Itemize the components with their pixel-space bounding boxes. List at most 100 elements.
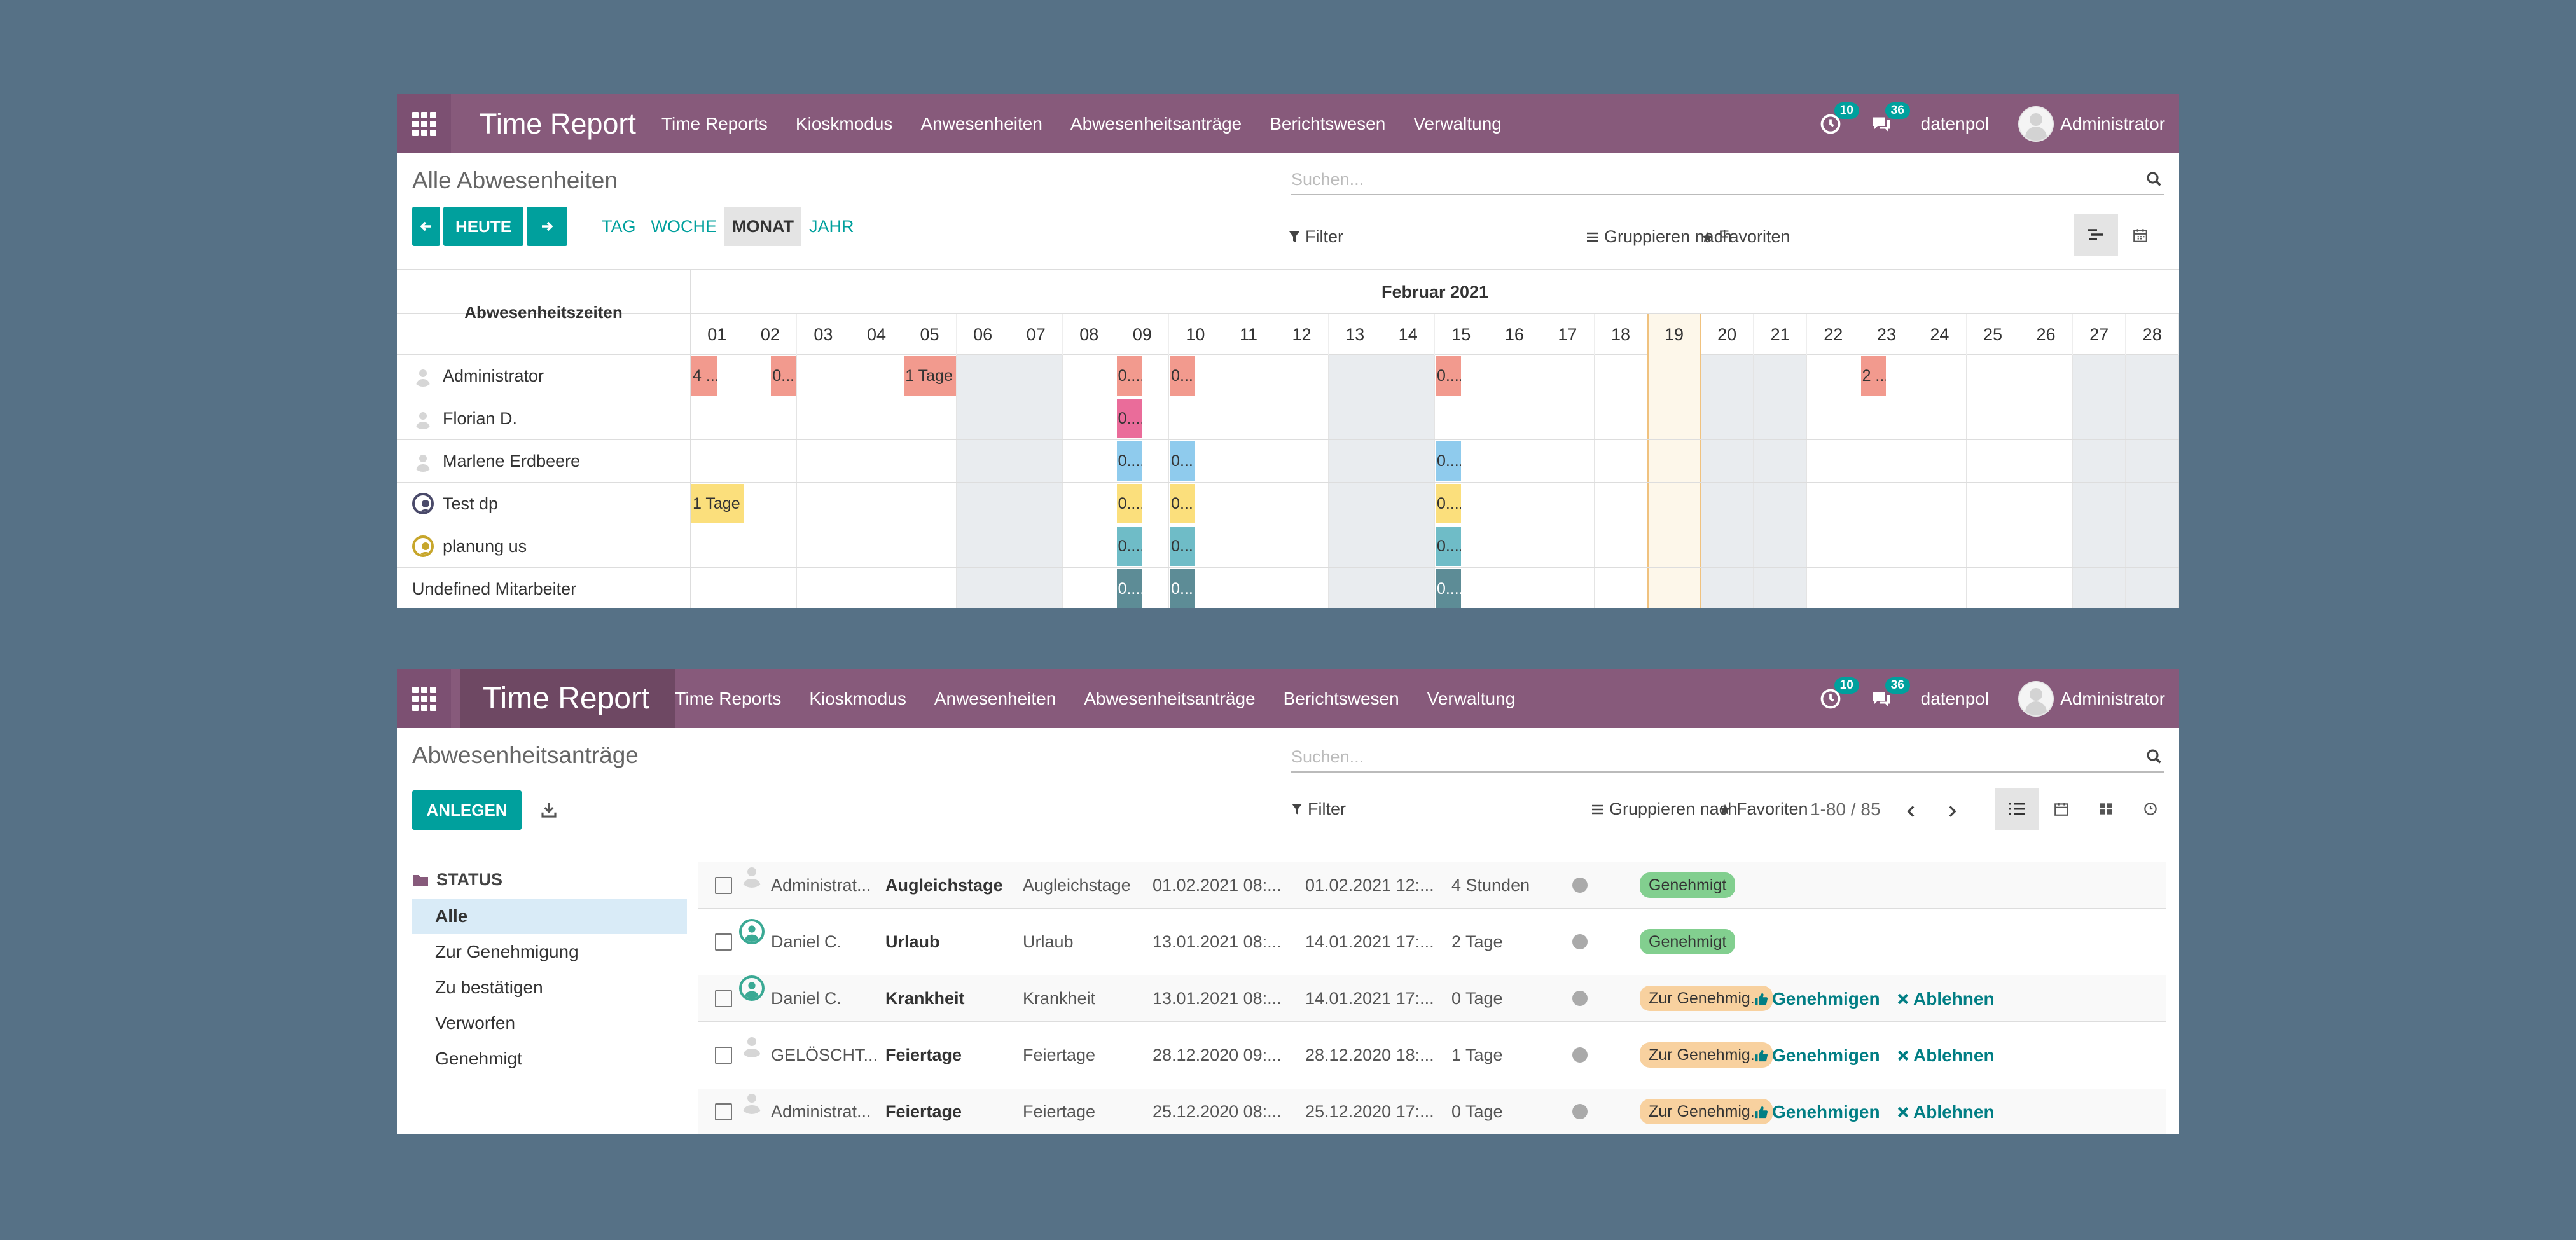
absence-bar[interactable]: 1 Tage: [691, 484, 744, 523]
kanban-view-button[interactable]: [2084, 788, 2128, 830]
gantt-cell[interactable]: [1913, 355, 1967, 397]
list-view-button[interactable]: [1995, 788, 2039, 830]
gantt-cell[interactable]: [2019, 397, 2073, 439]
activity-status-icon[interactable]: [1572, 991, 1588, 1006]
activity-view-button[interactable]: [2128, 788, 2173, 830]
gantt-cell[interactable]: [691, 397, 744, 439]
table-row[interactable]: Daniel C. Krankheit Krankheit 13.01.2021 08…: [698, 975, 2166, 1022]
apps-menu-icon[interactable]: [397, 669, 451, 728]
gantt-cell[interactable]: [1541, 440, 1595, 482]
today-button[interactable]: HEUTE: [443, 207, 523, 246]
gantt-cell[interactable]: [797, 568, 850, 608]
create-button[interactable]: ANLEGEN: [412, 790, 522, 830]
gantt-cell[interactable]: [1807, 483, 1860, 525]
menu-item-verwaltung[interactable]: Verwaltung: [1427, 688, 1516, 708]
gantt-cell[interactable]: [850, 568, 904, 608]
gantt-cell[interactable]: [2126, 483, 2179, 525]
gantt-cell[interactable]: [1222, 525, 1276, 567]
gantt-cell[interactable]: [1222, 355, 1276, 397]
absence-bar[interactable]: 0....: [1170, 356, 1195, 396]
row-checkbox[interactable]: [715, 990, 732, 1007]
gantt-cell[interactable]: [1488, 525, 1542, 567]
gantt-cell[interactable]: [850, 483, 904, 525]
gantt-cell[interactable]: [2126, 525, 2179, 567]
gantt-cell[interactable]: [1967, 525, 2020, 567]
gantt-cell[interactable]: [797, 355, 850, 397]
gantt-cell[interactable]: [1275, 355, 1329, 397]
gantt-cell[interactable]: [1913, 525, 1967, 567]
gantt-cell[interactable]: [1063, 440, 1116, 482]
absence-bar[interactable]: 4 ...: [691, 356, 717, 396]
gantt-cell[interactable]: [903, 525, 957, 567]
search-input[interactable]: [1291, 747, 2145, 767]
gantt-cell[interactable]: [1700, 440, 1754, 482]
gantt-cell[interactable]: [1913, 568, 1967, 608]
gantt-cell[interactable]: [1647, 397, 1701, 439]
gantt-cell[interactable]: [1435, 568, 1488, 608]
gantt-cell[interactable]: [1541, 397, 1595, 439]
activity-status-icon[interactable]: [1572, 1104, 1588, 1119]
absence-bar[interactable]: 2 ...: [1860, 356, 1887, 396]
gantt-cell[interactable]: [1595, 483, 1648, 525]
row-checkbox[interactable]: [715, 877, 732, 894]
gantt-cell[interactable]: [1754, 483, 1807, 525]
company-switcher[interactable]: datenpol: [1920, 688, 1990, 708]
gantt-cell[interactable]: [956, 397, 1010, 439]
gantt-cell[interactable]: [1009, 525, 1063, 567]
gantt-cell[interactable]: [1913, 397, 1967, 439]
menu-item-abwesenheitsantraege[interactable]: Abwesenheitsanträge: [1084, 688, 1256, 708]
gantt-cell[interactable]: [956, 525, 1010, 567]
gantt-cell[interactable]: [2019, 568, 2073, 608]
apps-menu-icon[interactable]: [397, 94, 451, 153]
absence-bar[interactable]: 1 Tage: [904, 356, 956, 396]
gantt-cell[interactable]: [1913, 440, 1967, 482]
gantt-cell[interactable]: [1328, 355, 1382, 397]
gantt-cell[interactable]: [1116, 525, 1170, 567]
gantt-cell[interactable]: [2126, 355, 2179, 397]
gantt-cell[interactable]: [1754, 440, 1807, 482]
activity-status-icon[interactable]: [1572, 878, 1588, 893]
gantt-cell[interactable]: [2072, 525, 2126, 567]
absence-bar[interactable]: 0....: [1116, 356, 1142, 396]
gantt-cell[interactable]: [691, 525, 744, 567]
next-button[interactable]: [527, 207, 567, 246]
gantt-cell[interactable]: [1860, 355, 1914, 397]
gantt-cell[interactable]: [1009, 440, 1063, 482]
chevron-right-icon[interactable]: [1944, 803, 1960, 820]
status-filter-refused[interactable]: Verworfen: [435, 1013, 516, 1033]
gantt-cell[interactable]: [2072, 440, 2126, 482]
gantt-cell[interactable]: [1222, 568, 1276, 608]
reject-button[interactable]: Ablehnen: [1897, 1032, 1995, 1078]
gantt-cell[interactable]: [1009, 483, 1063, 525]
menu-item-time-reports[interactable]: Time Reports: [661, 113, 768, 134]
gantt-cell[interactable]: [1647, 483, 1701, 525]
gantt-cell[interactable]: [1275, 440, 1329, 482]
gantt-cell[interactable]: [1700, 525, 1754, 567]
gantt-cell[interactable]: [1967, 355, 2020, 397]
gantt-cell[interactable]: [1435, 397, 1488, 439]
absence-bar[interactable]: 0....: [1116, 399, 1142, 438]
gantt-cell[interactable]: [1647, 440, 1701, 482]
activity-status-icon[interactable]: [1572, 1047, 1588, 1063]
gantt-cell[interactable]: [1807, 440, 1860, 482]
gantt-cell[interactable]: [1381, 397, 1435, 439]
absence-bar[interactable]: 0....: [1170, 527, 1195, 566]
gantt-cell[interactable]: [1116, 440, 1170, 482]
gantt-cell[interactable]: [1860, 483, 1914, 525]
activity-button[interactable]: 10: [1819, 677, 1859, 710]
reject-button[interactable]: Ablehnen: [1897, 975, 1995, 1022]
calendar-view-button[interactable]: [2039, 788, 2084, 830]
scale-week[interactable]: WOCHE: [651, 217, 717, 236]
gantt-cell[interactable]: [1328, 525, 1382, 567]
calendar-view-button[interactable]: [2118, 214, 2163, 256]
gantt-cell[interactable]: [1700, 568, 1754, 608]
absence-bar[interactable]: 0....: [1170, 484, 1195, 523]
gantt-cell[interactable]: [1807, 397, 1860, 439]
gantt-cell[interactable]: [903, 440, 957, 482]
gantt-cell[interactable]: [797, 397, 850, 439]
gantt-cell[interactable]: [2126, 440, 2179, 482]
gantt-cell[interactable]: [1700, 355, 1754, 397]
user-menu[interactable]: Administrator: [2018, 106, 2165, 142]
user-menu[interactable]: Administrator: [2018, 680, 2165, 717]
gantt-cell[interactable]: [1435, 355, 1488, 397]
